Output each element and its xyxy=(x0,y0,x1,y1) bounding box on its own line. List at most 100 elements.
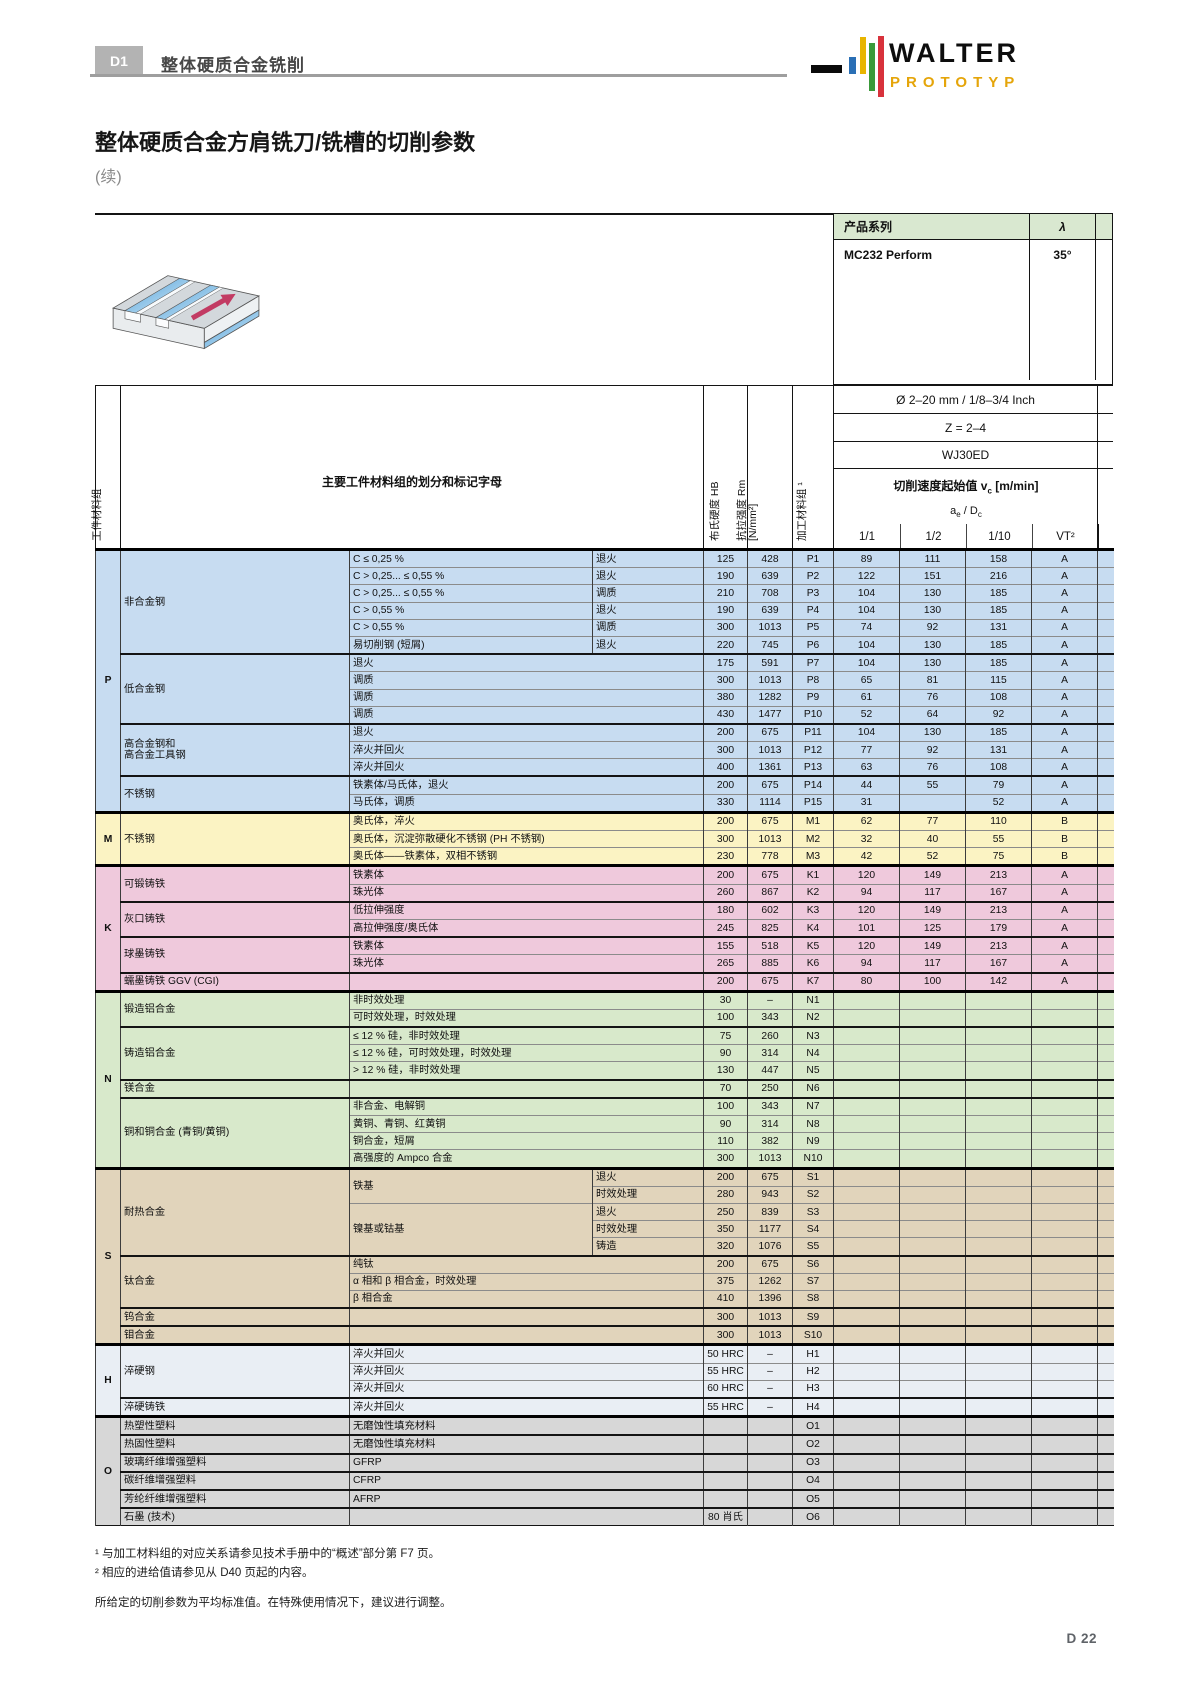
machining-group-code: P3 xyxy=(792,584,834,603)
material-category: 蠕墨铸铁 GGV (CGI) xyxy=(120,971,350,992)
cutting-speed-value xyxy=(899,1415,966,1436)
row-cutoff-strip xyxy=(1097,864,1114,885)
cutting-speed-value: 92 xyxy=(965,705,1032,724)
cutting-speed-value xyxy=(833,1237,900,1256)
cutting-speed-value: 52 xyxy=(965,793,1032,813)
cutting-speed-value xyxy=(1031,1237,1098,1256)
material-category: 淬硬铸铁 xyxy=(120,1397,350,1417)
cutting-speed-value xyxy=(899,1307,966,1327)
cutting-speed-value xyxy=(833,1254,900,1274)
cutting-speed-value: 130 xyxy=(899,653,966,672)
row-cutoff-strip xyxy=(1097,1061,1114,1080)
hardness-value: 90 xyxy=(703,1114,748,1133)
hardness-value: 90 xyxy=(703,1044,748,1062)
cutting-speed-value: 42 xyxy=(833,847,900,866)
hardness-value: 130 xyxy=(703,1061,748,1080)
strength-value: 1013 xyxy=(747,618,793,637)
cutting-speed-value: 52 xyxy=(899,847,966,866)
material-description: 非合金、电解铜 xyxy=(349,1096,704,1116)
cutting-speed-value xyxy=(833,1220,900,1238)
cutting-speed-value: A xyxy=(1031,671,1098,689)
cutting-speed-value: B xyxy=(1031,810,1098,831)
row-cutoff-strip xyxy=(1097,1166,1114,1187)
cutting-speed-value xyxy=(965,1343,1032,1364)
strength-value: 675 xyxy=(747,1254,793,1274)
table-row: β 相合金 410 1396 S8 xyxy=(96,1289,1114,1309)
strength-value: – xyxy=(747,1343,793,1364)
table-row: 淬火并回火 60 HRC – H3 xyxy=(96,1379,1114,1398)
cutting-speed-value xyxy=(1031,1026,1098,1045)
material-category: 高合金钢和 高合金工具钢 xyxy=(120,722,350,777)
material-category: 钛合金 xyxy=(120,1254,350,1309)
material-description: 纯钛 xyxy=(349,1254,704,1274)
page-title: 整体硬质合金方肩铣刀/铣槽的切削参数 xyxy=(95,130,476,155)
cutting-speed-value: 131 xyxy=(965,618,1032,637)
material-category: 不锈钢 xyxy=(120,810,350,866)
cutting-speed-value: 149 xyxy=(899,864,966,885)
strength-value: 675 xyxy=(747,1166,793,1187)
cutting-speed-value xyxy=(833,1202,900,1221)
cutting-speed-value xyxy=(833,1488,900,1509)
cutting-speed-value: 40 xyxy=(899,829,966,848)
cutting-speed-value xyxy=(899,1096,966,1116)
material-category: 耐热合金 xyxy=(120,1166,350,1256)
tool-header-block: Ø 2–20 mm / 1/8–3/4 Inch Z = 2–4 WJ30ED … xyxy=(833,386,1113,549)
strength-header: 抗拉强度 Rm [N/mm²] xyxy=(736,386,792,548)
table-row: 芳纶纤维增强塑料 AFRP O5 xyxy=(96,1488,1114,1509)
cutting-speed-value xyxy=(1031,1166,1098,1187)
strength-value: 343 xyxy=(747,1096,793,1116)
heat-treatment: 退火 xyxy=(592,547,704,568)
cutting-speed-value xyxy=(833,1078,900,1098)
material-description: AFRP xyxy=(349,1488,704,1509)
cutting-speed-value: 104 xyxy=(833,601,900,620)
hardness-value: 375 xyxy=(703,1272,748,1291)
cutting-speed-value xyxy=(1031,1202,1098,1221)
material-description: 奥氏体——铁素体，双相不锈钢 xyxy=(349,847,704,866)
cutting-speed-value xyxy=(965,1237,1032,1256)
material-category: 可锻铸铁 xyxy=(120,864,350,902)
cutting-speed-value xyxy=(833,1185,900,1204)
cutting-speed-value: A xyxy=(1031,688,1098,707)
cutting-speed-value: A xyxy=(1031,758,1098,777)
cutting-speed-value xyxy=(899,1237,966,1256)
table-row: α 相和 β 相合金，时效处理 375 1262 S7 xyxy=(96,1272,1114,1291)
material-description: 珠光体 xyxy=(349,954,704,973)
strength-value: 1013 xyxy=(747,1149,793,1169)
table-row: 高拉伸强度/奥氏体 245 825 K4 101 125 179 A xyxy=(96,918,1114,938)
cutting-speed-value xyxy=(965,1026,1032,1045)
material-description: β 相合金 xyxy=(349,1289,704,1309)
cutting-speed-value xyxy=(899,1452,966,1472)
cutting-speed-value: A xyxy=(1031,954,1098,973)
cutting-speed-value: A xyxy=(1031,918,1098,938)
cutting-speed-value: A xyxy=(1031,601,1098,620)
strength-value: – xyxy=(747,1397,793,1417)
machining-group-code: O3 xyxy=(792,1452,834,1472)
row-cutoff-strip xyxy=(1097,635,1114,655)
cutting-speed-value: 44 xyxy=(833,775,900,795)
strength-value: 1076 xyxy=(747,1237,793,1256)
product-series-table: 产品系列 λ MC232 Perform 35° xyxy=(833,213,1113,385)
row-cutoff-strip xyxy=(1097,1507,1114,1526)
cutting-speed-value: 92 xyxy=(899,618,966,637)
material-group-letter: H xyxy=(95,1343,121,1417)
material-description: C > 0,25... ≤ 0,55 % xyxy=(349,567,593,585)
cutting-speed-value xyxy=(899,1289,966,1309)
cutting-speed-value: 158 xyxy=(965,547,1032,568)
row-cutoff-strip xyxy=(1097,1202,1114,1221)
cutting-speed-value xyxy=(965,1470,1032,1490)
ae-dc-label: ae / Dc xyxy=(950,505,982,520)
hardness-value: 125 xyxy=(703,547,748,568)
hardness-value: 100 xyxy=(703,1096,748,1116)
strength-value: 745 xyxy=(747,635,793,655)
hardness-value: 55 HRC xyxy=(703,1362,748,1381)
strength-value: 867 xyxy=(747,883,793,902)
cutting-speed-value xyxy=(965,1132,1032,1150)
cutting-speed-value: 61 xyxy=(833,688,900,707)
strength-value: 1262 xyxy=(747,1272,793,1291)
cutting-speed-value xyxy=(965,1078,1032,1098)
cutting-speed-value: 92 xyxy=(899,741,966,759)
table-row: 时效处理 350 1177 S4 xyxy=(96,1220,1114,1238)
cutting-speed-value xyxy=(1031,1488,1098,1509)
cutting-speed-value: 81 xyxy=(899,671,966,689)
cutting-speed-value: 125 xyxy=(899,918,966,938)
